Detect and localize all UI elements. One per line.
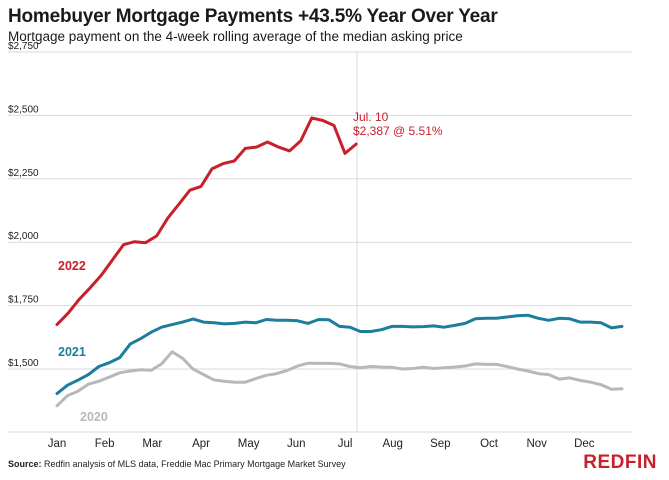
x-tick-label: Aug: [382, 438, 402, 450]
callout-value: $2,387 @ 5.51%: [353, 124, 443, 138]
x-tick-label: Jan: [48, 438, 67, 450]
y-tick-label: $2,500: [8, 104, 39, 115]
series-line-2020: [55, 350, 624, 408]
y-tick-label: $2,250: [8, 168, 39, 179]
x-tick-label: Apr: [192, 438, 210, 450]
x-tick-label: Jun: [287, 438, 306, 450]
chart-subtitle: Mortgage payment on the 4-week rolling a…: [8, 29, 463, 44]
chart-title: Homebuyer Mortgage Payments +43.5% Year …: [8, 6, 498, 27]
series-label-2021: 2021: [58, 345, 86, 359]
x-tick-label: Nov: [526, 438, 547, 450]
series-line-2022: [55, 116, 358, 327]
series-line-2021: [55, 313, 624, 396]
x-tick-label: Sep: [430, 438, 450, 450]
y-tick-label: $2,000: [8, 231, 39, 242]
series-label-2020: 2020: [80, 410, 108, 424]
source-text: Redfin analysis of MLS data, Freddie Mac…: [44, 459, 346, 469]
source-label: Source:: [8, 459, 42, 469]
x-tick-label: Mar: [142, 438, 162, 450]
x-tick-label: Feb: [95, 438, 115, 450]
callout-date: Jul. 10: [353, 110, 389, 124]
y-tick-label: $1,500: [8, 358, 39, 369]
series-label-2022: 2022: [58, 259, 86, 273]
y-tick-label: $2,750: [8, 41, 39, 52]
x-tick-label: Dec: [574, 438, 595, 450]
x-tick-label: Jul: [338, 438, 353, 450]
y-tick-label: $1,750: [8, 295, 39, 306]
x-tick-label: Oct: [480, 438, 499, 450]
redfin-logo: REDFIN: [583, 452, 657, 473]
x-tick-label: May: [238, 438, 260, 450]
source-note: Source: Redfin analysis of MLS data, Fre…: [8, 459, 346, 469]
